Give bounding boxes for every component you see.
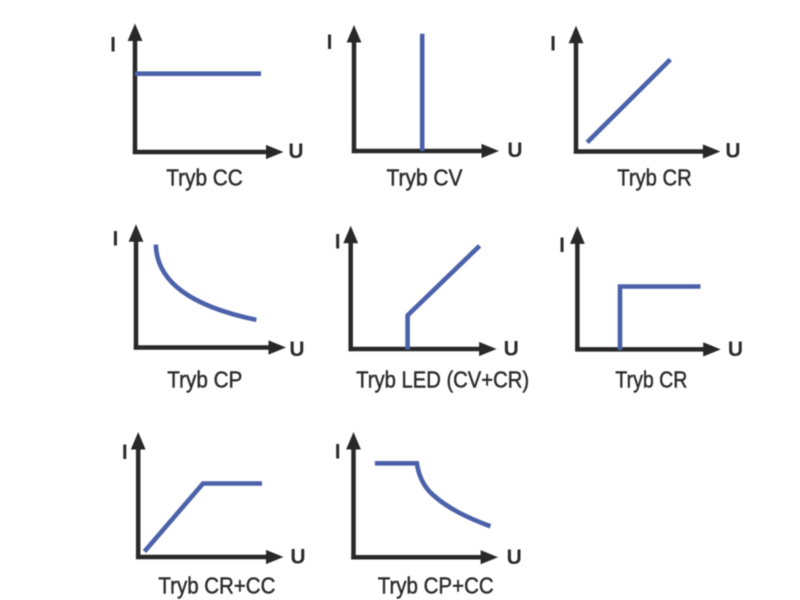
svg-text:U: U	[507, 139, 522, 162]
svg-text:U: U	[728, 338, 743, 361]
svg-text:I: I	[112, 228, 118, 251]
svg-text:Tryb CC: Tryb CC	[166, 165, 243, 191]
svg-text:I: I	[122, 441, 128, 464]
svg-text:Tryb CR: Tryb CR	[617, 165, 692, 191]
svg-text:I: I	[110, 34, 116, 57]
svg-text:I: I	[335, 231, 341, 254]
svg-text:U: U	[288, 140, 303, 163]
svg-text:U: U	[725, 140, 740, 163]
svg-text:U: U	[289, 338, 304, 361]
svg-text:Tryb CP+CC: Tryb CP+CC	[378, 572, 494, 598]
svg-text:I: I	[327, 31, 333, 54]
svg-text:Tryb CR+CC: Tryb CR+CC	[158, 572, 275, 598]
svg-text:U: U	[507, 546, 522, 569]
svg-text:I: I	[550, 33, 556, 56]
svg-text:Tryb CR: Tryb CR	[615, 367, 687, 393]
svg-text:U: U	[290, 546, 305, 569]
svg-text:I: I	[559, 234, 565, 257]
svg-text:Tryb CV: Tryb CV	[387, 165, 464, 191]
svg-text:I: I	[335, 441, 341, 464]
svg-text:Tryb CP: Tryb CP	[167, 367, 242, 393]
svg-text:Tryb LED (CV+CR): Tryb LED (CV+CR)	[356, 367, 529, 393]
svg-text:U: U	[504, 338, 519, 361]
